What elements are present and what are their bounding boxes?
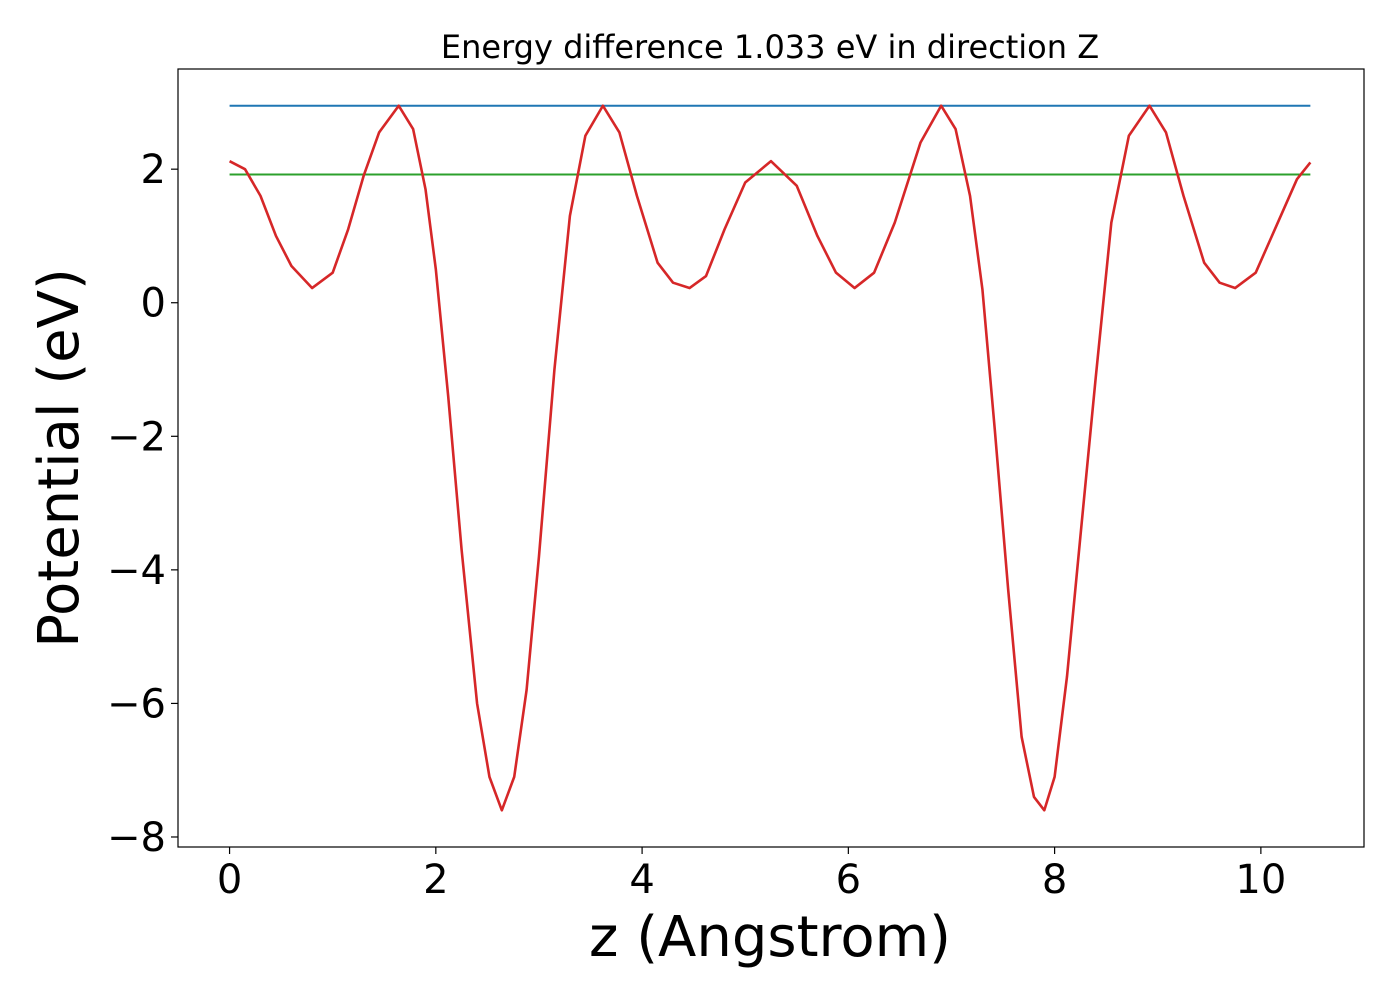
x-axis-title: z (Angstrom) — [589, 905, 951, 970]
y-tick-label: −2 — [107, 414, 166, 460]
x-tick-label: 10 — [1235, 857, 1286, 903]
x-tick-label: 0 — [217, 857, 242, 903]
y-tick-label: 0 — [141, 281, 166, 327]
y-tick-label: −6 — [107, 681, 166, 727]
axis-ticks: 0 2 4 6 8 10 −8 −6 −4 −2 0 2 — [107, 147, 1286, 903]
y-tick-label: 2 — [141, 147, 166, 193]
plot-area — [177, 68, 1365, 848]
plot-frame — [177, 68, 1365, 848]
chart-title: Energy difference 1.033 eV in direction … — [441, 28, 1099, 66]
y-tick-label: −8 — [107, 815, 166, 861]
y-tick-label: −4 — [107, 548, 166, 594]
x-tick-label: 8 — [1042, 857, 1067, 903]
y-axis-title: Potential (eV) — [27, 268, 92, 648]
x-tick-label: 2 — [423, 857, 448, 903]
series-line-0 — [228, 104, 1312, 812]
x-tick-label: 6 — [836, 857, 861, 903]
x-tick-label: 4 — [629, 857, 654, 903]
